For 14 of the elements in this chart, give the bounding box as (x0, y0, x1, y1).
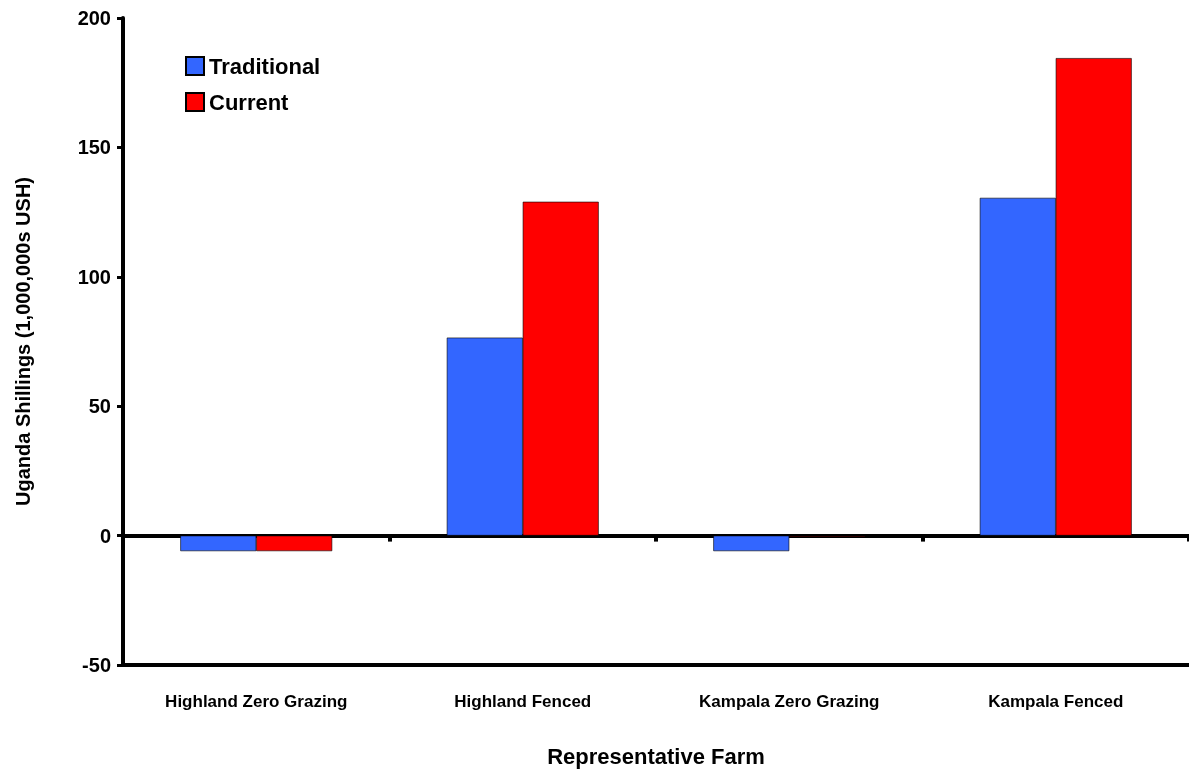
y-tick-label: -50 (82, 654, 111, 676)
y-axis-title: Uganda Shillings (1,000,000s USH) (12, 177, 34, 506)
x-tick-label: Highland Fenced (454, 692, 592, 711)
x-tick-label: Highland Zero Grazing (165, 692, 348, 711)
y-tick-label: 100 (77, 265, 111, 288)
x-axis-title: Representative Farm (547, 743, 765, 769)
legend-label: Traditional (209, 53, 321, 79)
y-tick-label: 0 (99, 524, 111, 547)
y-tick-label: 150 (77, 136, 111, 159)
x-tick-label: Kampala Fenced (988, 692, 1124, 711)
legend-label: Current (209, 89, 290, 115)
y-tick-label: 50 (88, 395, 111, 418)
y-tick-label: 200 (77, 7, 111, 29)
x-tick-label: Kampala Zero Grazing (699, 692, 880, 711)
